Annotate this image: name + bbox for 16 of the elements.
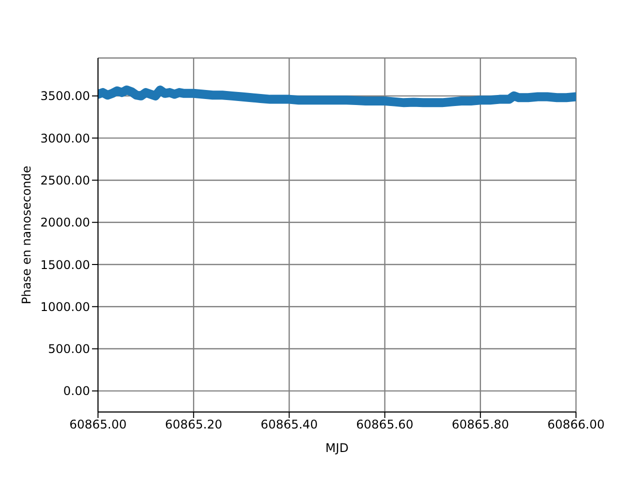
- x-axis-title: MJD: [325, 441, 349, 455]
- x-tick-label: 60865.00: [69, 418, 127, 432]
- x-tick-label: 60865.20: [164, 418, 222, 432]
- x-tick-label: 60865.80: [452, 418, 510, 432]
- y-tick-label: 1000.00: [40, 300, 90, 314]
- y-tick-label: 2500.00: [40, 173, 90, 188]
- x-tick-label: 60865.40: [260, 418, 318, 432]
- y-tick-label: 3000.00: [40, 131, 90, 146]
- y-axis-title: Phase en nanoseconde: [19, 166, 34, 304]
- y-tick-label: 3500.00: [40, 89, 90, 104]
- y-tick-label: 2000.00: [40, 216, 90, 230]
- y-tick-label: 1500.00: [40, 258, 90, 272]
- x-tick-label: 60865.60: [356, 418, 414, 432]
- y-tick-label: 500.00: [48, 342, 90, 356]
- y-tick-label: 0.00: [63, 384, 90, 398]
- x-tick-label: 60866.00: [547, 418, 605, 432]
